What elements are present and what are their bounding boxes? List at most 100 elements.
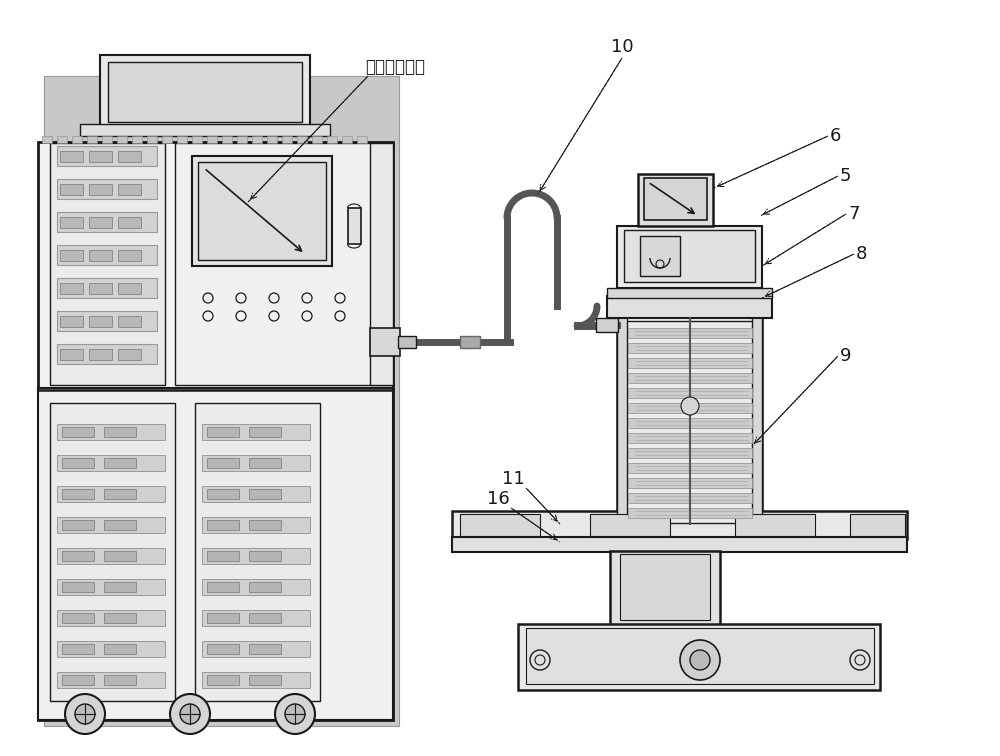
Bar bbox=[60, 184, 83, 195]
Bar bbox=[624, 230, 755, 282]
Bar bbox=[640, 236, 680, 276]
Circle shape bbox=[65, 694, 105, 734]
Bar bbox=[249, 644, 281, 654]
Text: 6: 6 bbox=[830, 127, 841, 145]
Bar bbox=[252, 136, 262, 143]
Bar bbox=[89, 217, 112, 228]
Bar bbox=[72, 136, 82, 143]
Bar bbox=[202, 424, 310, 440]
Bar bbox=[628, 403, 752, 413]
Circle shape bbox=[170, 694, 210, 734]
Bar bbox=[57, 610, 165, 626]
Bar bbox=[104, 458, 136, 468]
Bar bbox=[628, 478, 752, 488]
Bar bbox=[249, 458, 281, 468]
Bar bbox=[617, 226, 762, 288]
Bar bbox=[192, 136, 202, 143]
Bar bbox=[297, 136, 307, 143]
Bar bbox=[38, 142, 393, 720]
Bar bbox=[89, 349, 112, 360]
Bar bbox=[50, 403, 175, 701]
Bar bbox=[207, 582, 239, 592]
Bar bbox=[89, 184, 112, 195]
Bar bbox=[202, 579, 310, 595]
Bar bbox=[607, 288, 772, 298]
Bar bbox=[177, 136, 187, 143]
Bar bbox=[117, 136, 127, 143]
Bar bbox=[348, 208, 361, 244]
Bar bbox=[57, 136, 67, 143]
Bar bbox=[249, 520, 281, 530]
Bar bbox=[89, 151, 112, 162]
Bar bbox=[60, 250, 83, 261]
Bar bbox=[590, 514, 670, 536]
Bar bbox=[850, 514, 905, 536]
Bar bbox=[628, 493, 752, 503]
Bar bbox=[118, 184, 141, 195]
Bar bbox=[207, 551, 239, 561]
Text: 8: 8 bbox=[856, 245, 867, 263]
Bar bbox=[620, 554, 710, 620]
Bar bbox=[104, 582, 136, 592]
Bar bbox=[628, 343, 752, 353]
Bar bbox=[100, 55, 310, 130]
Circle shape bbox=[180, 704, 200, 724]
Bar bbox=[752, 315, 762, 530]
Bar bbox=[108, 62, 302, 122]
Circle shape bbox=[680, 640, 720, 680]
Bar bbox=[327, 136, 337, 143]
Bar bbox=[89, 250, 112, 261]
Bar bbox=[42, 136, 52, 143]
Bar bbox=[518, 624, 880, 690]
Bar bbox=[57, 455, 165, 471]
Bar bbox=[460, 336, 480, 348]
Bar bbox=[57, 146, 157, 166]
Bar bbox=[625, 321, 755, 523]
Bar bbox=[628, 373, 752, 383]
Bar bbox=[87, 136, 97, 143]
Bar bbox=[628, 388, 752, 398]
Bar bbox=[118, 283, 141, 294]
Text: 9: 9 bbox=[840, 347, 852, 365]
Bar bbox=[195, 403, 320, 701]
Bar bbox=[57, 641, 165, 657]
Bar bbox=[202, 486, 310, 502]
Bar bbox=[38, 388, 393, 720]
Bar bbox=[628, 463, 752, 473]
Bar bbox=[207, 427, 239, 437]
Bar bbox=[207, 458, 239, 468]
Bar bbox=[175, 143, 393, 385]
Bar bbox=[249, 582, 281, 592]
Bar bbox=[60, 217, 83, 228]
Bar bbox=[57, 424, 165, 440]
Bar bbox=[617, 315, 762, 530]
Bar bbox=[192, 156, 332, 266]
Bar bbox=[312, 136, 322, 143]
Bar bbox=[342, 136, 352, 143]
Bar bbox=[628, 418, 752, 428]
Text: 5: 5 bbox=[840, 167, 852, 185]
Circle shape bbox=[275, 694, 315, 734]
Bar bbox=[62, 644, 94, 654]
Text: 7: 7 bbox=[848, 205, 860, 223]
Bar bbox=[202, 672, 310, 688]
Bar bbox=[118, 151, 141, 162]
Bar bbox=[237, 136, 247, 143]
Bar bbox=[628, 358, 752, 368]
Bar bbox=[607, 296, 772, 318]
Bar bbox=[249, 675, 281, 685]
Bar bbox=[57, 278, 157, 298]
Text: 16: 16 bbox=[487, 490, 510, 508]
Bar bbox=[57, 486, 165, 502]
Bar bbox=[89, 316, 112, 327]
Bar bbox=[207, 644, 239, 654]
Bar bbox=[57, 548, 165, 564]
Bar bbox=[62, 613, 94, 623]
Bar bbox=[104, 644, 136, 654]
Bar bbox=[249, 613, 281, 623]
Bar bbox=[60, 283, 83, 294]
Bar bbox=[357, 136, 367, 143]
Bar bbox=[207, 136, 217, 143]
Bar bbox=[628, 508, 752, 518]
Bar bbox=[370, 143, 393, 385]
